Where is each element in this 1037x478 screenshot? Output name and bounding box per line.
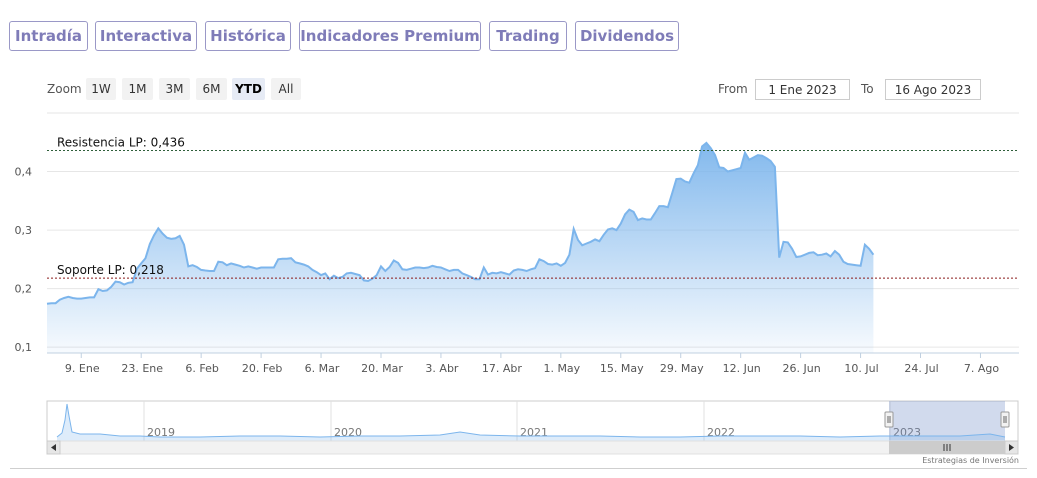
x-tick-label: 26. Jun (783, 362, 821, 375)
navigator-series-area (57, 404, 1005, 441)
y-tick-label: 0,1 (15, 341, 33, 354)
chevron-right-icon (1009, 444, 1014, 451)
tab-intradia[interactable]: Intradía (9, 21, 88, 51)
x-tick-label: 6. Feb (185, 362, 218, 375)
zoom-1m-button[interactable]: 1M (122, 78, 153, 100)
x-tick-label: 20. Feb (242, 362, 282, 375)
x-tick-label: 6. Mar (305, 362, 340, 375)
x-tick-label: 10. Jul (844, 362, 878, 375)
y-tick-label: 0,2 (15, 283, 33, 296)
navigator-right-handle (1000, 411, 1010, 428)
navigator[interactable]: 2019 2020 2021 2022 2023 (46, 400, 1019, 455)
navigator-series-line (56, 403, 1006, 438)
tab-indicadores-premium[interactable]: Indicadores Premium (299, 21, 481, 51)
support-label: Soporte LP: 0,218 (57, 263, 164, 277)
navigator-year-label: 2019 (147, 426, 175, 439)
to-date-input[interactable]: 16 Ago 2023 (885, 79, 981, 100)
zoom-all-button[interactable]: All (271, 78, 301, 100)
zoom-3m-button[interactable]: 3M (159, 78, 190, 100)
series-area (47, 142, 874, 353)
x-tick-label: 29. May (660, 362, 704, 375)
x-tick-label: 17. Abr (482, 362, 522, 375)
x-tick-label: 12. Jun (723, 362, 761, 375)
x-tick-label: 3. Abr (425, 362, 458, 375)
chevron-left-icon (51, 444, 56, 451)
to-label: To (861, 82, 874, 96)
tab-historica[interactable]: Histórica (205, 21, 291, 51)
navigator-frame (46, 400, 1019, 442)
resistance-label: Resistencia LP: 0,436 (57, 135, 185, 149)
credits-text: Estrategias de Inversión (922, 456, 1019, 465)
y-tick-label: 0,4 (15, 166, 33, 179)
series-line (46, 141, 875, 305)
from-date-input[interactable]: 1 Ene 2023 (755, 79, 850, 100)
x-tick-label: 9. Ene (65, 362, 100, 375)
scrollbar-track (46, 440, 1019, 455)
tab-dividendos[interactable]: Dividendos (575, 21, 679, 51)
x-tick-label: 15. May (600, 362, 644, 375)
x-tick-label: 24. Jul (904, 362, 938, 375)
zoom-6m-button[interactable]: 6M (196, 78, 227, 100)
y-tick-label: 0,3 (15, 224, 33, 237)
divider (10, 468, 1027, 469)
x-tick-label: 23. Ene (121, 362, 163, 375)
tab-trading[interactable]: Trading (489, 21, 567, 51)
zoom-ytd-button[interactable]: YTD (232, 78, 265, 100)
x-tick-label: 1. May (543, 362, 580, 375)
zoom-label: Zoom (47, 82, 82, 96)
navigator-left-handle (884, 411, 894, 428)
from-label: From (718, 82, 748, 96)
x-tick-label: 7. Ago (964, 362, 999, 375)
tab-interactiva[interactable]: Interactiva (95, 21, 197, 51)
x-tick-label: 20. Mar (361, 362, 403, 375)
zoom-1w-button[interactable]: 1W (86, 78, 116, 100)
